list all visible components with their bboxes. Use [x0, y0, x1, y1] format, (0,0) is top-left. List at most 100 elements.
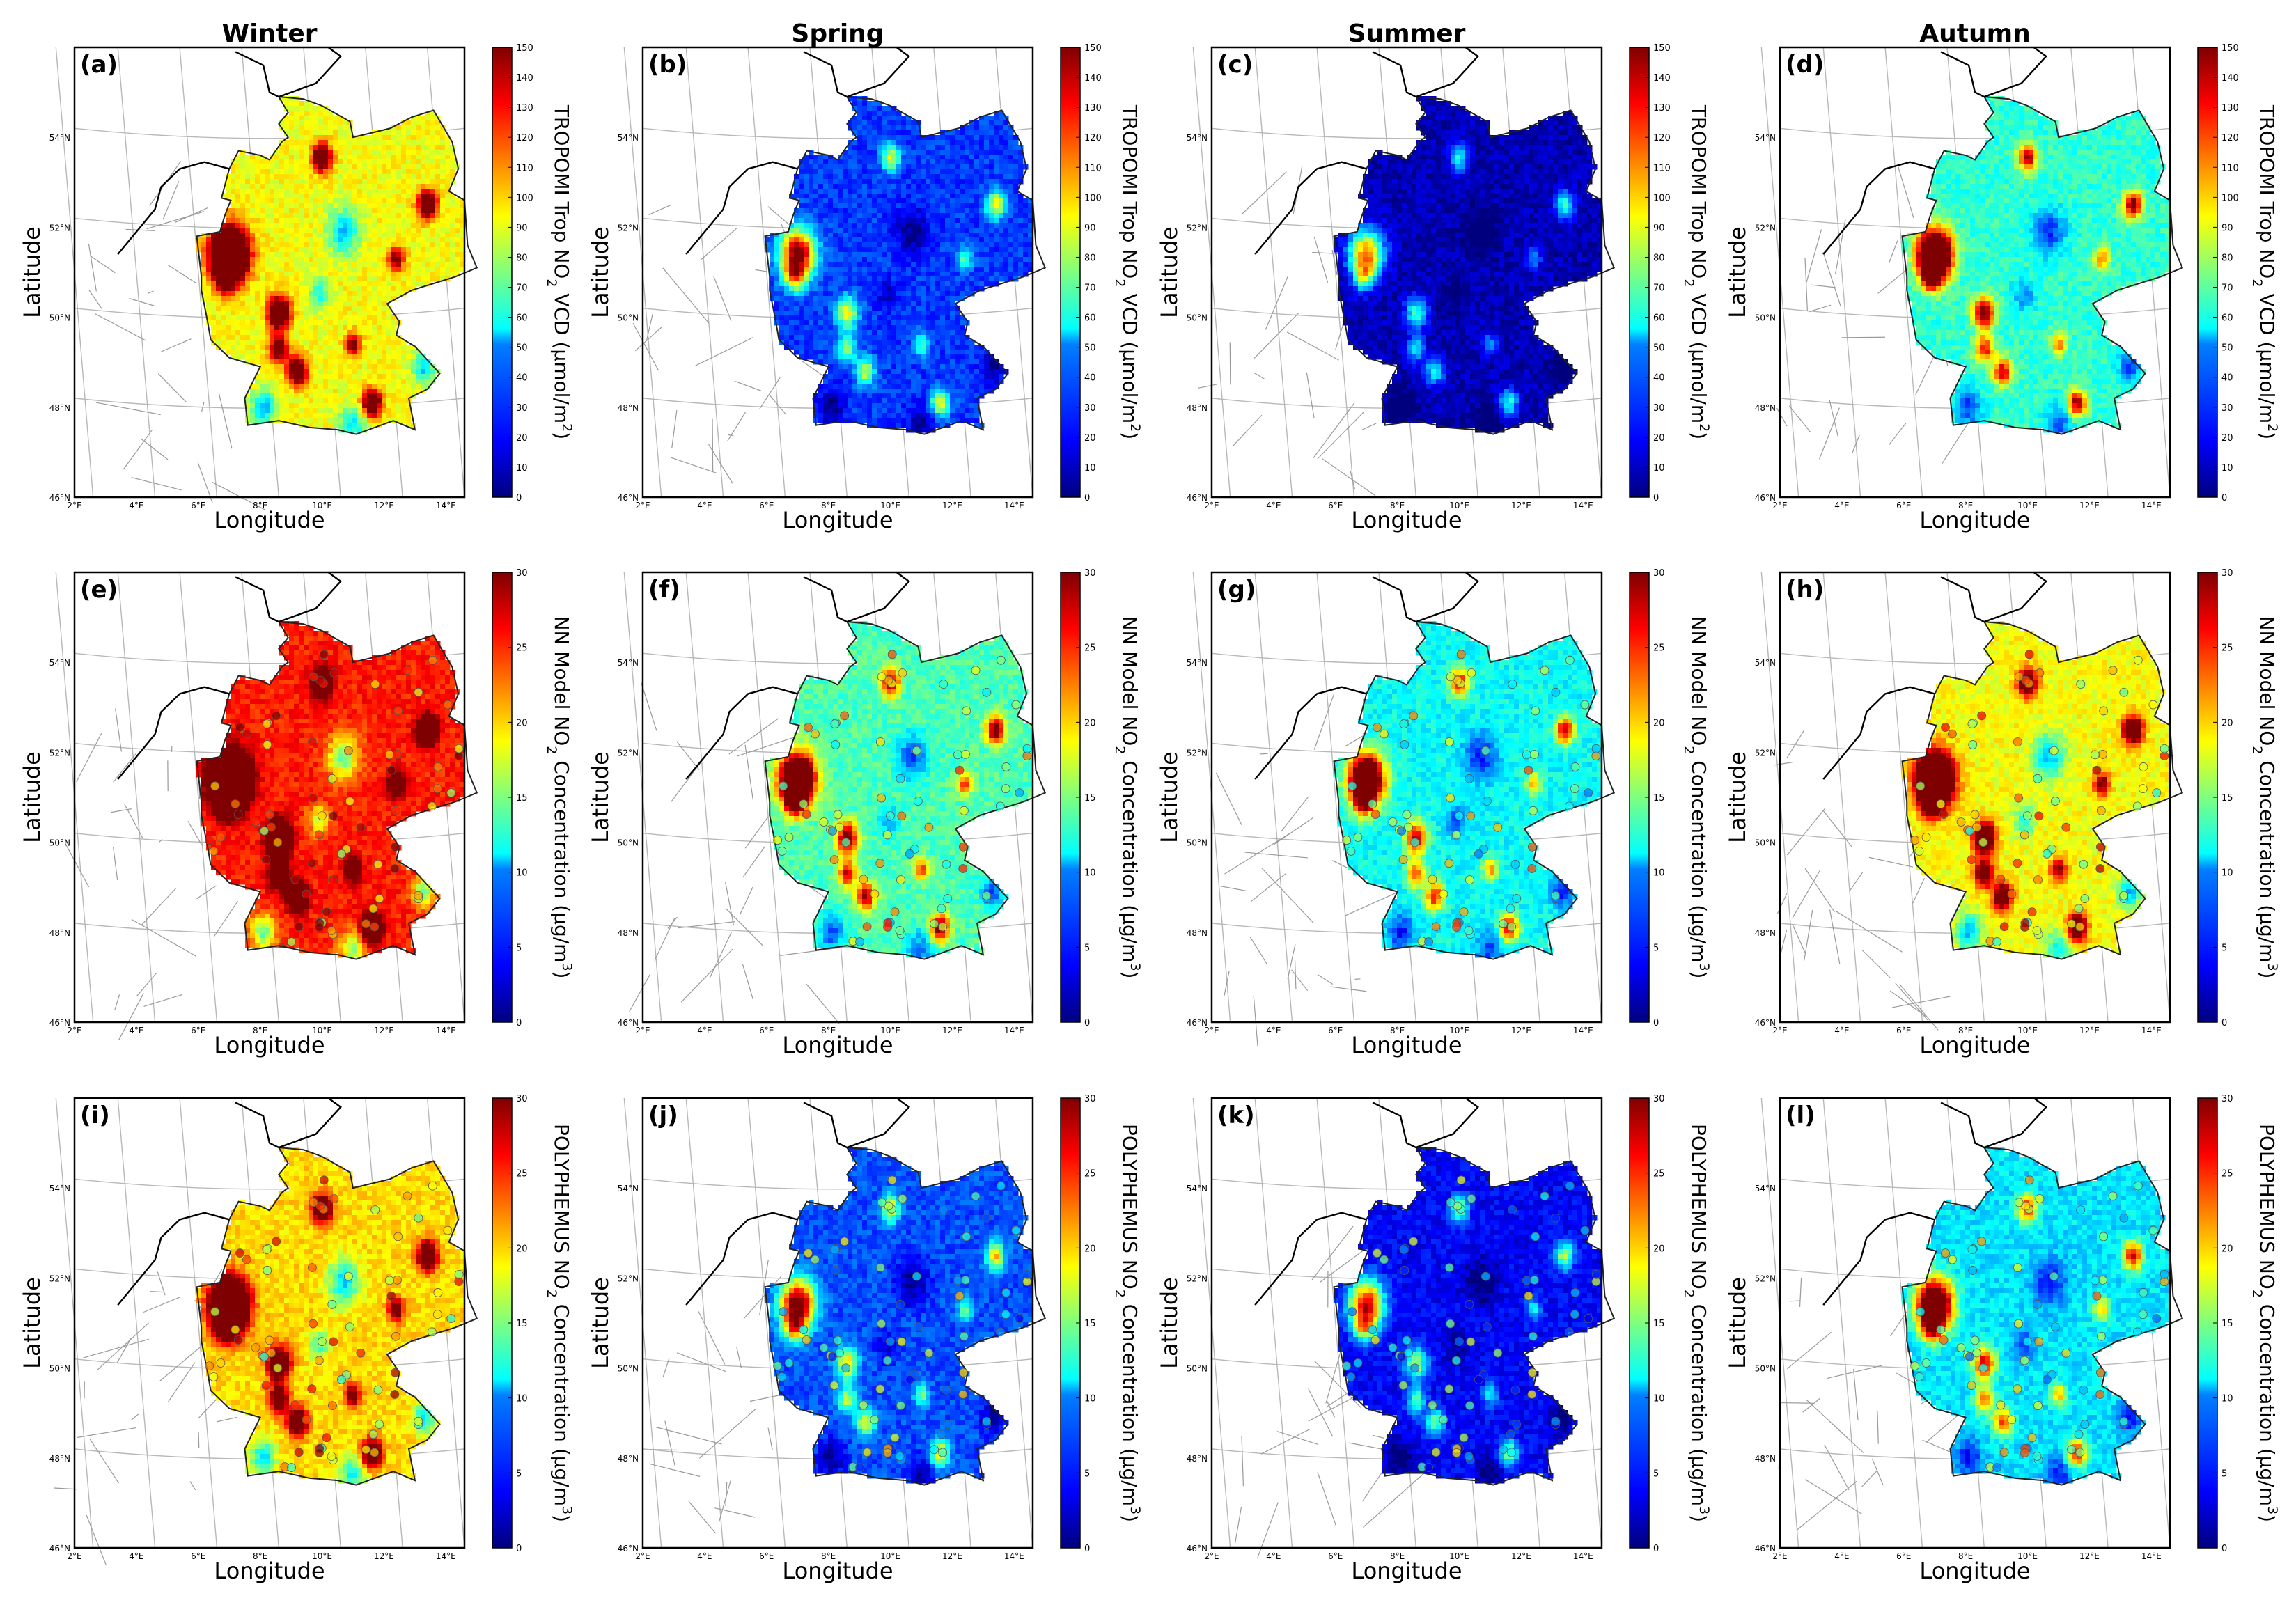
field-cell	[333, 159, 338, 165]
field-cell	[333, 198, 338, 204]
field-cell	[435, 135, 441, 141]
field-cell	[318, 125, 324, 131]
field-cell	[250, 189, 256, 194]
field-cell	[240, 155, 246, 160]
field-cell	[425, 179, 431, 185]
field-cell	[440, 140, 446, 146]
field-cell	[362, 164, 368, 170]
field-cell	[328, 155, 334, 160]
field-cell	[284, 164, 290, 170]
field-cell	[411, 145, 416, 150]
field-cell	[421, 159, 426, 165]
field-cell	[328, 203, 334, 209]
field-cell	[416, 150, 421, 155]
field-cell	[362, 155, 368, 160]
field-cell	[445, 179, 451, 185]
field-cell	[309, 169, 314, 175]
field-cell	[289, 208, 295, 214]
field-cell	[411, 125, 416, 131]
field-cell	[274, 179, 280, 185]
field-cell	[425, 140, 431, 146]
field-cell	[289, 203, 295, 209]
field-cell	[270, 203, 275, 209]
field-cell	[401, 203, 407, 209]
field-cell	[294, 189, 299, 194]
field-cell	[347, 164, 353, 170]
field-cell	[313, 198, 319, 204]
field-cell	[406, 155, 412, 160]
field-cell	[382, 155, 387, 160]
field-cell	[421, 164, 426, 170]
field-cell	[425, 203, 431, 209]
field-cell	[299, 155, 304, 160]
field-cell	[333, 213, 338, 219]
field-cell	[386, 135, 392, 141]
field-cell	[377, 179, 382, 185]
field-cell	[416, 116, 421, 121]
field-cell	[357, 140, 363, 146]
field-cell	[406, 169, 412, 175]
field-cell	[328, 174, 334, 180]
field-cell	[377, 140, 382, 146]
field-cell	[445, 164, 451, 170]
field-cell	[372, 169, 377, 175]
field-cell	[260, 164, 265, 170]
field-cell	[430, 184, 436, 189]
field-cell	[318, 189, 324, 194]
field-cell	[367, 194, 373, 199]
field-cell	[270, 169, 275, 175]
field-cell	[382, 174, 387, 180]
field-cell	[279, 155, 285, 160]
field-cell	[328, 169, 334, 175]
field-cell	[396, 198, 402, 204]
field-cell	[421, 179, 426, 185]
field-cell	[386, 189, 392, 194]
field-cell	[240, 164, 246, 170]
field-cell	[416, 184, 421, 189]
field-cell	[299, 174, 304, 180]
field-cell	[299, 116, 304, 121]
field-cell	[318, 213, 324, 219]
field-cell	[313, 120, 319, 126]
field-cell	[245, 203, 251, 209]
field-cell	[309, 140, 314, 146]
field-cell	[372, 203, 377, 209]
field-cell	[294, 184, 299, 189]
field-cell	[440, 169, 446, 175]
field-cell	[411, 203, 416, 209]
field-cell	[231, 169, 236, 175]
field-cell	[333, 208, 338, 214]
field-cell	[279, 169, 285, 175]
field-cell	[304, 198, 309, 204]
field-cell	[299, 208, 304, 214]
field-cell	[231, 184, 236, 189]
field-cell	[304, 155, 309, 160]
field-cell	[386, 145, 392, 150]
field-cell	[372, 194, 377, 199]
field-cell	[445, 150, 451, 155]
field-cell	[425, 213, 431, 219]
field-cell	[377, 189, 382, 194]
field-cell	[411, 213, 416, 219]
field-cell	[401, 194, 407, 199]
field-cell	[328, 145, 334, 150]
field-cell	[255, 174, 260, 180]
field-cell	[425, 198, 431, 204]
field-cell	[323, 208, 329, 214]
field-cell	[391, 140, 397, 146]
field-cell	[416, 174, 421, 180]
field-cell	[416, 208, 421, 214]
field-cell	[411, 155, 416, 160]
field-cell	[372, 179, 377, 185]
field-cell	[333, 140, 338, 146]
field-cell	[333, 164, 338, 170]
field-cell	[313, 155, 319, 160]
field-cell	[265, 208, 270, 214]
field-cell	[425, 174, 431, 180]
field-cell	[284, 208, 290, 214]
field-cell	[386, 169, 392, 175]
field-cell	[421, 194, 426, 199]
field-cell	[401, 169, 407, 175]
field-cell	[309, 179, 314, 185]
field-cell	[445, 159, 451, 165]
